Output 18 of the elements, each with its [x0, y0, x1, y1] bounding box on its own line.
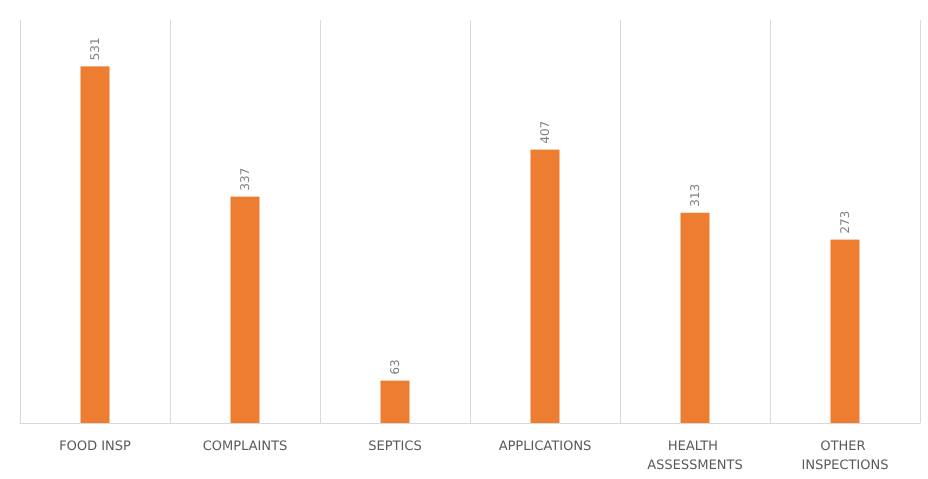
data-label: 313: [688, 184, 702, 207]
bar: [530, 150, 560, 423]
bar: [380, 380, 410, 423]
bar: [80, 66, 110, 423]
x-tick-label: COMPLAINTS: [202, 439, 288, 454]
data-label: 337: [238, 168, 252, 191]
x-tick-label: FOOD INSP: [59, 439, 132, 454]
x-tick-label: OTHER INSPECTIONS: [802, 439, 888, 473]
bar: [230, 196, 260, 423]
data-label: 273: [838, 210, 852, 234]
bar: [680, 212, 710, 423]
x-tick-label: SEPTICS: [368, 439, 422, 454]
data-label: 63: [388, 359, 402, 375]
x-tick-label: APPLICATIONS: [498, 439, 592, 454]
data-label: 407: [538, 120, 552, 144]
data-label: 531: [88, 37, 102, 60]
x-tick-label: HEALTH ASSESSMENTS: [647, 439, 743, 473]
bar: [830, 240, 860, 423]
